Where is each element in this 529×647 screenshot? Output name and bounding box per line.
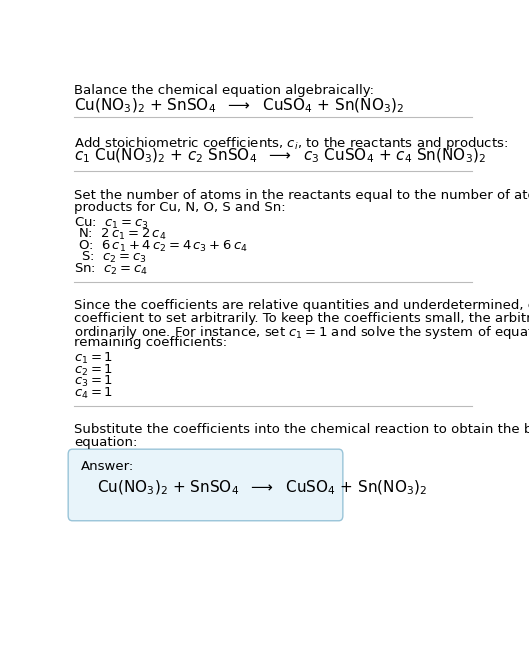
- Text: Sn:  $c_2 = c_4$: Sn: $c_2 = c_4$: [74, 261, 149, 277]
- Text: $c_4 = 1$: $c_4 = 1$: [74, 386, 113, 400]
- Text: Cu:  $c_1 = c_3$: Cu: $c_1 = c_3$: [74, 215, 149, 230]
- Text: Cu(NO$_3$)$_2$ + SnSO$_4$  $\longrightarrow$  CuSO$_4$ + Sn(NO$_3$)$_2$: Cu(NO$_3$)$_2$ + SnSO$_4$ $\longrightarr…: [97, 479, 427, 497]
- Text: Since the coefficients are relative quantities and underdetermined, choose a: Since the coefficients are relative quan…: [74, 300, 529, 313]
- Text: Set the number of atoms in the reactants equal to the number of atoms in the: Set the number of atoms in the reactants…: [74, 188, 529, 201]
- Text: $c_3 = 1$: $c_3 = 1$: [74, 374, 113, 389]
- Text: N:  $2\,c_1 = 2\,c_4$: N: $2\,c_1 = 2\,c_4$: [78, 227, 167, 242]
- Text: remaining coefficients:: remaining coefficients:: [74, 336, 227, 349]
- Text: equation:: equation:: [74, 435, 138, 448]
- Text: O:  $6\,c_1 + 4\,c_2 = 4\,c_3 + 6\,c_4$: O: $6\,c_1 + 4\,c_2 = 4\,c_3 + 6\,c_4$: [78, 239, 248, 254]
- Text: $c_1$ Cu(NO$_3$)$_2$ + $c_2$ SnSO$_4$  $\longrightarrow$  $c_3$ CuSO$_4$ + $c_4$: $c_1$ Cu(NO$_3$)$_2$ + $c_2$ SnSO$_4$ $\…: [74, 147, 487, 166]
- Text: $c_2 = 1$: $c_2 = 1$: [74, 362, 113, 378]
- Text: S:  $c_2 = c_3$: S: $c_2 = c_3$: [80, 250, 146, 265]
- Text: coefficient to set arbitrarily. To keep the coefficients small, the arbitrary va: coefficient to set arbitrarily. To keep …: [74, 312, 529, 325]
- Text: $c_1 = 1$: $c_1 = 1$: [74, 351, 113, 366]
- Text: Cu(NO$_3$)$_2$ + SnSO$_4$  $\longrightarrow$  CuSO$_4$ + Sn(NO$_3$)$_2$: Cu(NO$_3$)$_2$ + SnSO$_4$ $\longrightarr…: [74, 96, 405, 115]
- Text: Answer:: Answer:: [80, 460, 134, 474]
- Text: Add stoichiometric coefficients, $c_i$, to the reactants and products:: Add stoichiometric coefficients, $c_i$, …: [74, 135, 508, 151]
- FancyBboxPatch shape: [68, 449, 343, 521]
- Text: ordinarily one. For instance, set $c_1 = 1$ and solve the system of equations fo: ordinarily one. For instance, set $c_1 =…: [74, 324, 529, 341]
- Text: products for Cu, N, O, S and Sn:: products for Cu, N, O, S and Sn:: [74, 201, 286, 214]
- Text: Balance the chemical equation algebraically:: Balance the chemical equation algebraica…: [74, 84, 375, 97]
- Text: Substitute the coefficients into the chemical reaction to obtain the balanced: Substitute the coefficients into the che…: [74, 423, 529, 436]
